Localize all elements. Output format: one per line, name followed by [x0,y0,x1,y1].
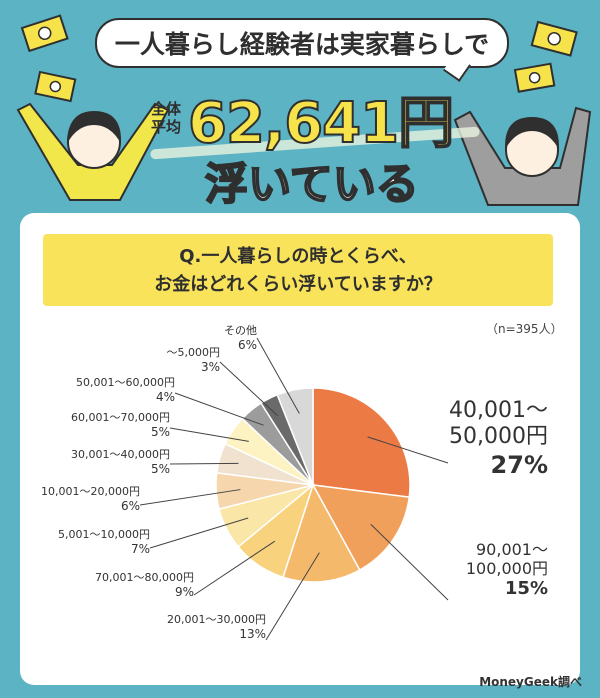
slice-range-label: 60,001～70,000円 [71,411,170,424]
slice-label: 50,001～60,000円 4% [50,375,175,405]
money-bill-icon [20,14,69,53]
average-label: 全体 平均 [145,100,187,136]
pie-slice [276,387,314,486]
slice-label: 90,001～100,000円 15% [448,540,548,600]
leader-line [219,361,279,417]
slice-percent-label: 13% [239,627,266,641]
slice-label: 40,001～50,000円 27% [448,398,548,480]
slice-label: ～5,000円 3% [150,345,221,375]
slice-label: その他 6% [195,323,257,353]
man-illustration [453,106,592,206]
woman-illustration [16,102,170,201]
average-amount: 62,641円 [187,90,455,157]
decorations [16,14,592,206]
question-box: Q.一人暮らしの時とくらべ、 お金はどれくらい浮いていますか？ [43,234,553,306]
leader-line [139,489,241,506]
slice-label: 70,001～80,000円 9% [76,570,194,600]
slice-range-label: 20,001～30,000円 [167,613,266,626]
slice-label: 5,001～10,000円 7% [40,527,150,557]
slice-range-label: その他 [224,324,257,337]
slice-range-label: 30,001～40,000円 [71,448,170,461]
pie-slice [282,483,361,583]
leader-line [367,436,449,464]
leader-line [370,523,449,601]
headline-sub: 浮いている [204,159,420,211]
pie-slice [312,387,411,498]
slice-percent-label: 15% [504,578,548,599]
money-bill-icon [34,70,77,103]
leader-line [193,540,276,596]
pie-slice [311,484,411,572]
slice-range-label: ～5,000円 [166,346,221,359]
slice-percent-label: 3% [200,360,220,374]
slice-label: 30,001～40,000円 5% [50,447,170,477]
headline-speech-bubble: 一人暮らし経験者は実家暮らしで [95,18,509,68]
average-label-line2: 平均 [150,118,181,136]
slice-range-label: 90,001～100,000円 [465,540,548,578]
sample-size-label: （n=395人） [486,322,563,336]
slice-label: 10,001～20,000円 6% [30,484,140,514]
slice-percent-label: 5% [150,425,170,439]
slice-range-label: 40,001～50,000円 [449,398,548,449]
slice-percent-label: 9% [174,585,194,599]
leader-line [169,427,249,442]
slice-range-label: 5,001～10,000円 [58,528,150,541]
headline-text: 一人暮らし経験者は実家暮らしで [114,30,490,59]
slice-percent-label: 6% [237,338,257,352]
slice-range-label: 50,001～60,000円 [76,376,175,389]
slice-percent-label: 7% [130,542,150,556]
slice-label: 60,001～70,000円 5% [50,410,170,440]
leader-line [149,517,249,549]
slice-percent-label: 6% [120,499,140,513]
leader-line [265,552,320,641]
question-line2: お金はどれくらい浮いていますか？ [154,274,442,295]
money-bill-icon [530,20,578,57]
average-label-line1: 全体 [150,100,181,118]
slice-percent-label: 4% [155,390,175,404]
source-label: MoneyGeek調べ [479,675,582,689]
leader-line [256,337,300,414]
slice-range-label: 10,001～20,000円 [41,485,140,498]
slice-range-label: 70,001～80,000円 [95,571,194,584]
question-line1: Q.一人暮らしの時とくらべ、 [179,246,417,267]
slice-percent-label: 27% [490,451,548,479]
money-bill-icon [513,62,556,93]
slice-label: 20,001～30,000円 13% [148,612,266,642]
slice-percent-label: 5% [150,462,170,476]
leader-line [174,392,264,426]
leader-line [169,462,239,465]
